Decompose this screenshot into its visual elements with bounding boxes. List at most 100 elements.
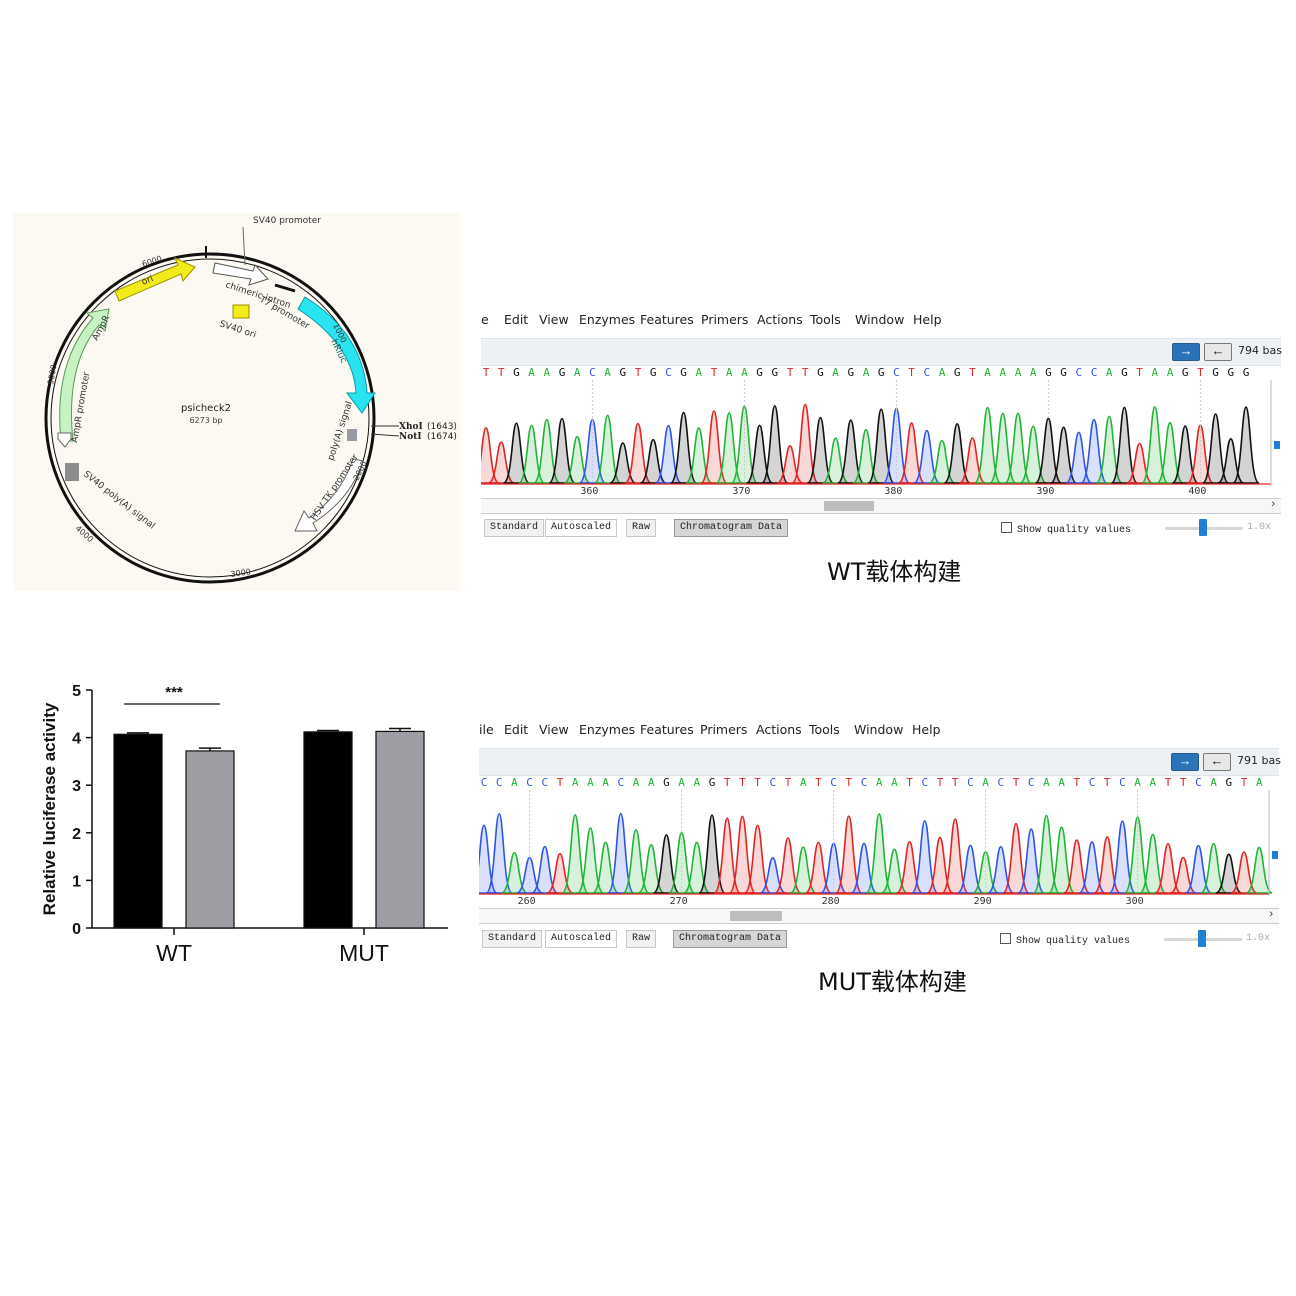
base-call: T (1165, 776, 1172, 789)
base-call: A (543, 366, 550, 379)
trace-marker (1274, 441, 1280, 449)
trace-peak (1050, 426, 1077, 484)
tab-raw[interactable]: Raw (626, 930, 657, 948)
ampr-arrow (59, 308, 110, 442)
trace-peak (789, 846, 817, 894)
tab-raw[interactable]: Raw (626, 519, 657, 537)
base-call: T (1136, 366, 1143, 379)
menu-edit[interactable]: Edit (504, 722, 529, 737)
menu-tools[interactable]: Tools (809, 722, 840, 737)
base-call: A (1058, 776, 1065, 789)
plasmid-backbone-inner (50, 258, 370, 578)
menu-window[interactable]: Window (854, 722, 904, 737)
checkbox-icon[interactable] (1001, 522, 1012, 533)
base-call: G (1182, 366, 1189, 379)
trace-peak (1154, 842, 1182, 894)
trace-peak (1230, 851, 1258, 894)
menu-view[interactable]: View (539, 722, 569, 737)
base-call: C (997, 776, 1004, 789)
trace-peak (561, 814, 589, 894)
base-call: C (861, 776, 868, 789)
base-call: G (513, 366, 520, 379)
trace-peak (774, 837, 802, 894)
base-call: A (678, 776, 685, 789)
menu-file[interactable]: e (481, 312, 489, 327)
x-tick-label: MUT (339, 940, 389, 966)
base-call: A (741, 366, 748, 379)
tab-standard[interactable]: Standard (484, 519, 545, 537)
trace-peak (973, 406, 1002, 484)
tick-3000: 3000 (230, 567, 251, 579)
sv40-ori-label: SV40 ori (218, 319, 257, 340)
menu-help[interactable]: Help (912, 722, 941, 737)
trace-peak (502, 422, 531, 484)
scroll-thumb[interactable] (824, 501, 874, 511)
menu-edit[interactable]: Edit (504, 312, 529, 327)
base-call: C (1089, 776, 1096, 789)
base-call: C (526, 776, 533, 789)
tick-4000: 4000 (74, 524, 95, 544)
menu-features[interactable]: Features (640, 312, 694, 327)
next-arrow-button[interactable]: → (1171, 753, 1199, 771)
base-call: T (724, 776, 731, 789)
next-arrow-button[interactable]: → (1172, 343, 1200, 361)
base-call: T (635, 366, 642, 379)
trace-peak (479, 824, 498, 894)
menu-primers[interactable]: Primers (701, 312, 749, 327)
tab-chromatogram-data[interactable]: Chromatogram Data (674, 519, 789, 537)
menu-actions[interactable]: Actions (757, 312, 803, 327)
wt-horizontal-scrollbar[interactable]: › (481, 498, 1281, 514)
menu-view[interactable]: View (539, 312, 569, 327)
scroll-right-icon[interactable]: › (1271, 498, 1275, 510)
base-call: T (906, 776, 913, 789)
noti-line (370, 433, 400, 437)
menu-primers[interactable]: Primers (700, 722, 748, 737)
base-call: C (830, 776, 837, 789)
prev-arrow-button[interactable]: ← (1203, 753, 1231, 771)
menu-enzymes[interactable]: Enzymes (579, 722, 636, 737)
bar (303, 731, 353, 929)
menu-actions[interactable]: Actions (756, 722, 802, 737)
zoom-slider-knob[interactable] (1199, 519, 1207, 536)
trace-peak (1139, 833, 1167, 894)
base-call: C (769, 776, 776, 789)
plasmid-name: psicheck2 (181, 403, 231, 414)
ori-label: ori (140, 274, 155, 288)
base-call: A (602, 776, 609, 789)
base-call: A (1167, 366, 1174, 379)
prev-arrow-button[interactable]: ← (1204, 343, 1232, 361)
mut-horizontal-scrollbar[interactable]: › (479, 908, 1279, 924)
menu-features[interactable]: Features (640, 722, 694, 737)
trace-peak (1232, 406, 1260, 484)
tab-chromatogram-data[interactable]: Chromatogram Data (673, 930, 788, 948)
show-quality-checkbox[interactable]: Show quality values (1001, 522, 1131, 536)
noti-label: NotI (399, 432, 422, 442)
plasmid-map-svg: SV40 promoter chimeric intron T7 promote… (44, 216, 457, 584)
show-quality-checkbox[interactable]: Show quality values (1000, 933, 1130, 947)
base-call: A (726, 366, 733, 379)
base-call: T (1241, 776, 1248, 789)
trace-peak (548, 417, 576, 484)
trace-peak (700, 410, 728, 484)
tab-autoscaled[interactable]: Autoscaled (545, 519, 618, 537)
base-call: A (574, 366, 581, 379)
base-call: T (815, 776, 822, 789)
trace-peak (715, 412, 743, 484)
trace-peak (1034, 417, 1063, 484)
tab-standard[interactable]: Standard (482, 930, 543, 948)
menu-window[interactable]: Window (855, 312, 905, 327)
plasmid-map: SV40 promoter chimeric intron T7 promote… (13, 213, 461, 591)
hrluc-arrow (297, 296, 376, 414)
scroll-thumb[interactable] (730, 911, 782, 921)
menu-help[interactable]: Help (913, 312, 942, 327)
tab-autoscaled[interactable]: Autoscaled (545, 930, 618, 948)
scroll-right-icon[interactable]: › (1269, 908, 1273, 920)
menu-file[interactable]: ile (479, 722, 494, 737)
checkbox-icon[interactable] (1000, 933, 1011, 944)
menu-enzymes[interactable]: Enzymes (579, 312, 636, 327)
zoom-slider-knob[interactable] (1198, 930, 1206, 947)
menu-tools[interactable]: Tools (810, 312, 841, 327)
trace-peak (593, 414, 622, 484)
trace-marker (1272, 851, 1278, 859)
bar (185, 750, 235, 929)
